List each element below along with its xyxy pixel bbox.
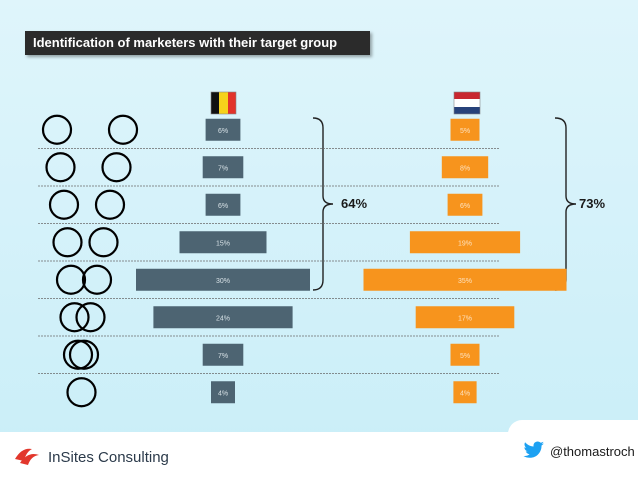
brand-name: InSites Consulting	[48, 449, 169, 466]
netherlands-bar-label: 19%	[458, 240, 472, 247]
netherlands-bar	[447, 193, 483, 216]
netherlands-bar-label: 5%	[460, 353, 470, 360]
target-group-circle	[75, 302, 106, 333]
twitter-handle: @thomastroch	[550, 444, 635, 459]
belgium-bar-label: 24%	[216, 315, 230, 322]
target-group-circle	[101, 152, 132, 183]
marketer-circle	[62, 339, 94, 370]
belgium-bar	[202, 343, 244, 366]
target-group-circle	[81, 264, 113, 295]
netherlands-brace	[554, 117, 577, 291]
belgium-bar-label: 15%	[216, 240, 230, 247]
marketer-circle	[48, 189, 80, 220]
belgium-bar	[153, 306, 293, 329]
netherlands-bar	[450, 118, 480, 141]
netherlands-bar-label: 6%	[460, 203, 470, 210]
belgium-bar	[211, 381, 235, 404]
belgium-brace	[312, 117, 334, 291]
netherlands-bar-label: 4%	[460, 390, 470, 397]
target-group-circle	[88, 227, 119, 258]
chart-title: Identification of marketers with their t…	[25, 31, 370, 55]
belgium-flag-icon	[210, 91, 237, 115]
netherlands-bar	[415, 306, 515, 329]
belgium-bar-label: 30%	[216, 278, 230, 285]
marketer-circle	[55, 264, 87, 295]
belgium-bar-label: 4%	[218, 390, 228, 397]
target-group-circle	[68, 339, 100, 370]
belgium-bar-label: 6%	[218, 128, 228, 135]
netherlands-bar-label: 8%	[460, 165, 470, 172]
belgium-bar	[205, 193, 241, 216]
belgium-bar	[179, 231, 267, 254]
target-group-circle	[94, 189, 126, 220]
marketer-circle	[41, 114, 73, 145]
netherlands-total-label: 73%	[579, 196, 605, 211]
mirrored-bar-chart: 64% 73% 6% 5% 7% 8% 6% 6% 15% 19% 30% 35% 24% 17% 7%…	[38, 91, 605, 408]
netherlands-bar-label: 5%	[460, 128, 470, 135]
marketer-circle	[66, 377, 97, 408]
netherlands-bar	[409, 231, 521, 254]
belgium-bar-label: 6%	[218, 203, 228, 210]
belgium-bar-label: 7%	[218, 353, 228, 360]
marketer-circle	[52, 227, 83, 258]
insites-logo-icon	[15, 448, 39, 465]
netherlands-bar	[450, 343, 480, 366]
target-group-circle	[107, 114, 139, 145]
marketer-circle	[45, 152, 76, 183]
belgium-bar	[202, 156, 244, 179]
marketer-circle	[59, 302, 90, 333]
netherlands-bar-label: 35%	[458, 278, 472, 285]
netherlands-bar-label: 17%	[458, 315, 472, 322]
netherlands-bar	[363, 268, 567, 291]
netherlands-flag-icon	[453, 91, 481, 115]
netherlands-bar	[453, 381, 477, 404]
netherlands-bar	[441, 156, 489, 179]
belgium-bar	[136, 268, 310, 291]
belgium-bar-label: 7%	[218, 165, 228, 172]
twitter-bird-icon	[523, 441, 544, 458]
belgium-total-label: 64%	[341, 196, 367, 211]
belgium-bar	[205, 118, 241, 141]
